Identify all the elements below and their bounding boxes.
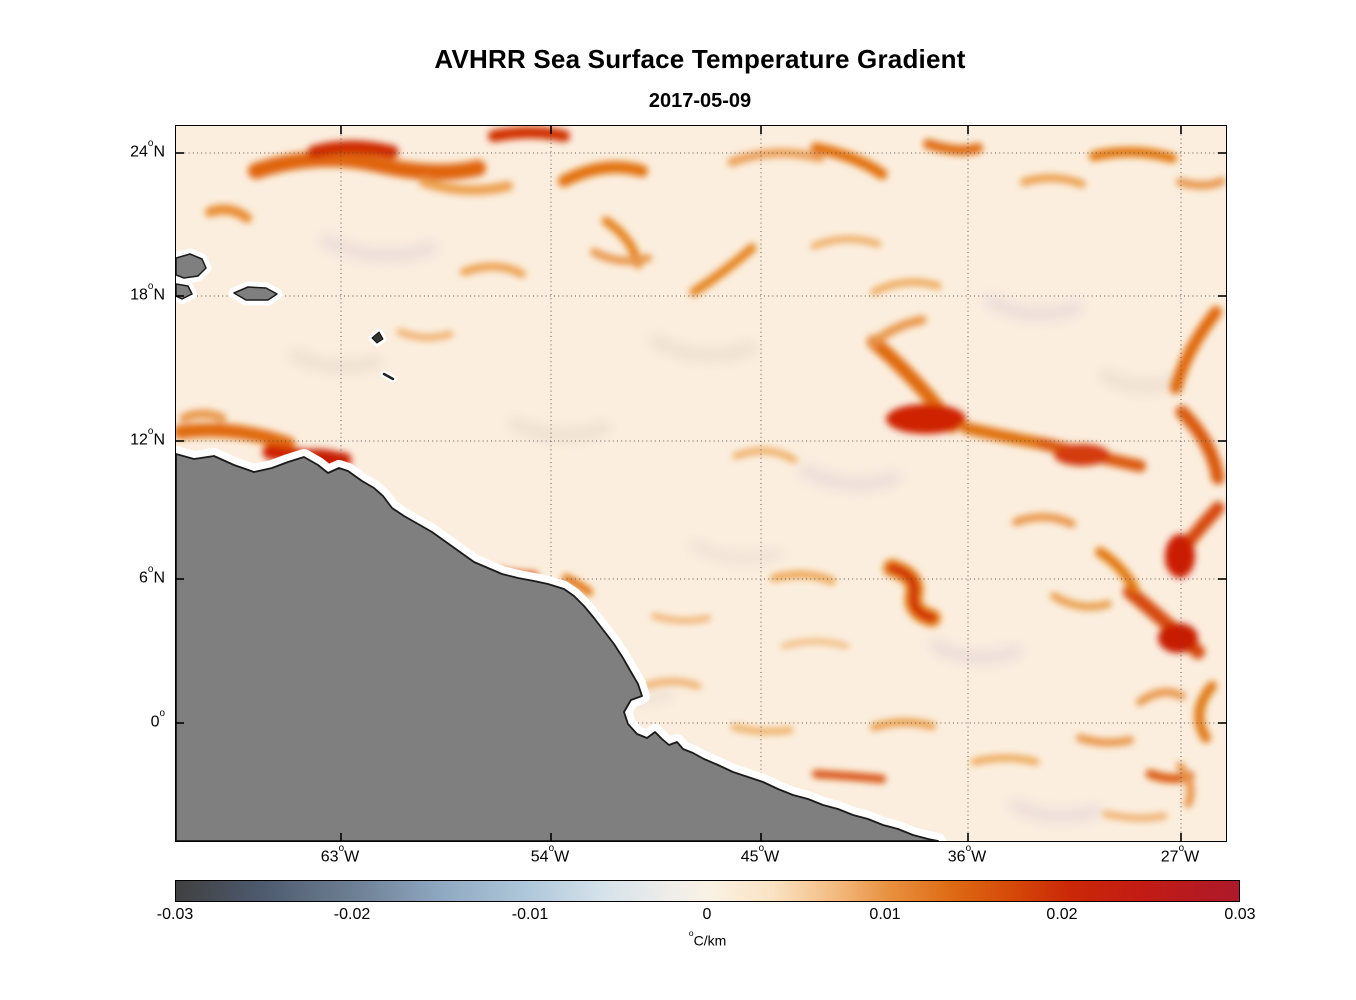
colorbar-tick-label: 0.01 [869,906,901,923]
lat-tick-label: 0o [150,707,165,731]
colorbar [175,880,1240,902]
lon-tick-label: 63oW [320,842,360,866]
lat-tick-label: 24oN [130,137,165,161]
lat-tick-label: 18oN [130,280,165,304]
lon-tick-label: 45oW [740,842,780,866]
lon-tick-label: 27oW [1160,842,1200,866]
chart-title: AVHRR Sea Surface Temperature Gradient [434,44,966,74]
land-mass [176,248,946,841]
lon-tick-label: 36oW [947,842,987,866]
sst-gradient-map [176,126,1226,841]
colorbar-unit-label: oC/km [688,928,727,949]
axis-ticks [176,126,1226,841]
lon-tick-label: 54oW [530,842,570,866]
colorbar-tick-label: 0 [702,906,712,923]
colorbar-tick-label: -0.02 [333,906,371,923]
colorbar-tick-label: -0.01 [511,906,549,923]
lat-tick-label: 6oN [139,563,165,587]
colorbar-tick-label: -0.03 [156,906,194,923]
colorbar-tick-label: 0.02 [1046,906,1078,923]
colorbar-tick-label: 0.03 [1224,906,1256,923]
map-plot-area [175,125,1227,842]
island-group [176,248,397,383]
lat-tick-label: 12oN [130,425,165,449]
chart-date-subtitle: 2017-05-09 [648,90,752,112]
